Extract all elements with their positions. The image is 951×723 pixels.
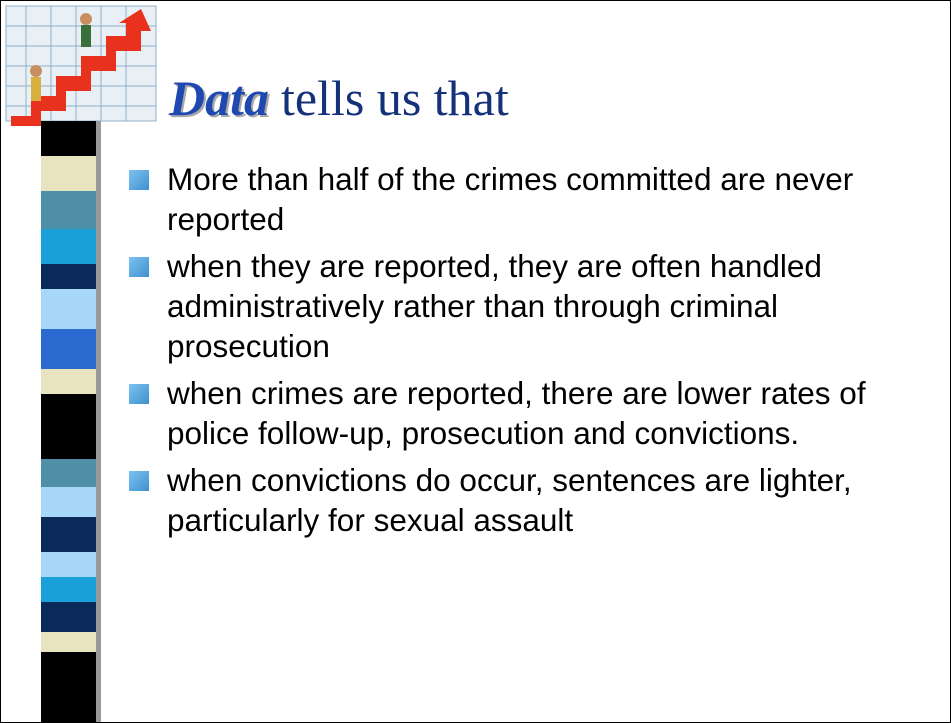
bullet-item: when crimes are reported, there are lowe… xyxy=(129,373,929,453)
title-emphasis: Data xyxy=(169,70,269,126)
bullet-marker xyxy=(129,257,149,277)
bullet-text: when crimes are reported, there are lowe… xyxy=(167,375,866,451)
bullet-list: More than half of the crimes committed a… xyxy=(129,159,929,547)
bullet-text: when convictions do occur, sentences are… xyxy=(167,462,852,538)
bullet-text: More than half of the crimes committed a… xyxy=(167,161,853,237)
slide: Datatells us that More than half of the … xyxy=(0,0,951,723)
bullet-text: when they are reported, they are often h… xyxy=(167,248,822,364)
bullet-marker xyxy=(129,471,149,491)
bullet-item: More than half of the crimes committed a… xyxy=(129,159,929,239)
bullet-marker xyxy=(129,170,149,190)
bullet-marker xyxy=(129,384,149,404)
title-rest: tells us that xyxy=(281,70,509,126)
bullet-item: when they are reported, they are often h… xyxy=(129,246,929,366)
bullet-item: when convictions do occur, sentences are… xyxy=(129,460,929,540)
